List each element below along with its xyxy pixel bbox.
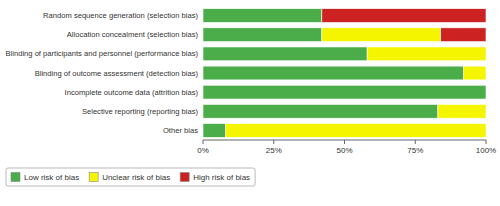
bar-segment [438,104,486,118]
bar-segment [203,85,486,99]
legend: Low risk of bias Unclear risk of bias High… [6,168,255,186]
bar-segment [486,85,487,99]
legend-label: High risk of bias [193,173,250,182]
legend-label: Unclear risk of bias [102,173,170,182]
bar-segment [367,47,486,61]
category-label: Other bias [163,126,198,135]
bar-segment [203,9,322,23]
x-tick [486,140,487,144]
chart-container: Random sequence generation (selection bi… [0,0,500,206]
bar-segment [203,104,438,118]
category-label: Incomplete outcome data (attrition bias) [65,88,199,97]
category-label: Random sequence generation (selection bi… [43,11,198,20]
legend-swatch [180,173,189,182]
category-label: Selective reporting (reporting bias) [82,107,199,116]
category-label: Allocation concealment (selection bias) [67,30,199,39]
y-axis-labels: Random sequence generation (selection bi… [6,11,199,135]
x-tick-label: 75% [407,146,423,155]
legend-frame [6,168,255,186]
x-tick [344,140,345,144]
legend-swatch [11,173,20,182]
x-tick-label: 50% [336,146,352,155]
bar-segment [226,124,486,138]
category-label: Blinding of participants and personnel (… [6,49,199,58]
bar-segment [322,28,441,42]
category-label: Blinding of outcome assessment (detectio… [35,69,199,78]
x-axis: 0% 25% 50% 75% 100% [197,140,496,155]
legend-label: Low risk of bias [24,173,79,182]
bars [203,9,486,138]
legend-swatch [89,173,98,182]
x-tick [203,140,204,144]
x-tick-label: 25% [266,146,282,155]
bar-segment [486,47,487,61]
bar-segment [203,124,226,138]
bar-segment [463,66,486,80]
bar-segment [486,124,487,138]
bar-segment [203,66,463,80]
bar-segment [486,104,487,118]
bar-segment [322,9,486,23]
x-tick [415,140,416,144]
chart: Random sequence generation (selection bi… [0,0,500,206]
bar-segment [203,47,367,61]
bar-segment [486,66,487,80]
x-tick [273,140,274,144]
bar-segment [203,28,322,42]
bar-segment [486,85,487,99]
bar-segment [441,28,486,42]
x-tick-label: 100% [476,146,496,155]
x-tick-label: 0% [197,146,209,155]
